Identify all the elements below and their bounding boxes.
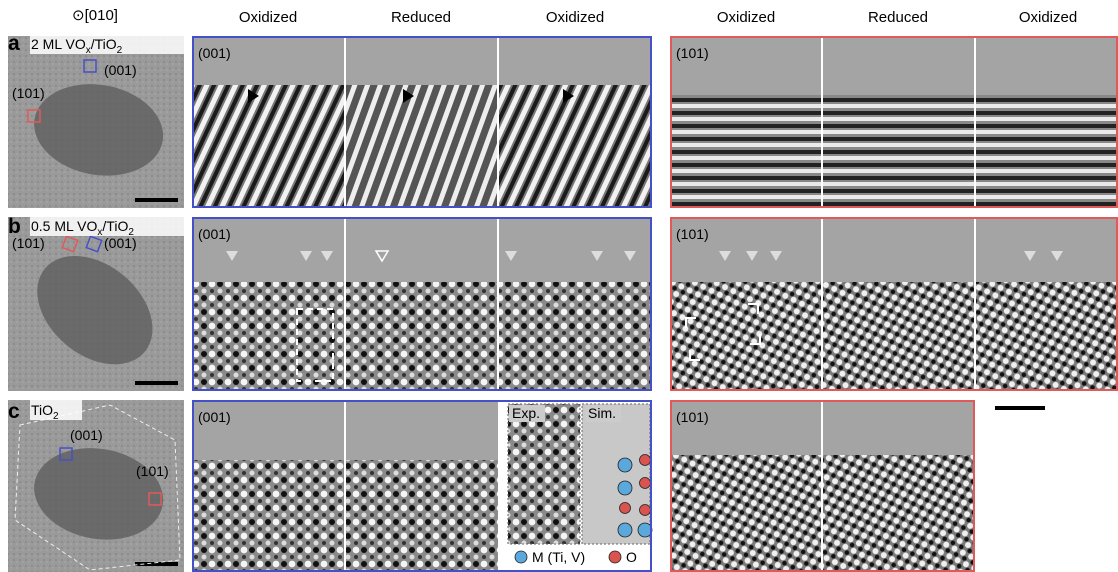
facet-label: (001)	[70, 427, 103, 443]
vacuum	[345, 36, 498, 85]
atom	[618, 523, 632, 537]
inset-label: Exp.	[512, 405, 540, 421]
atom	[640, 505, 651, 516]
lattice	[192, 282, 345, 391]
lattice	[975, 282, 1118, 391]
lattice	[670, 455, 822, 572]
vacuum	[498, 217, 652, 282]
lattice	[975, 95, 1118, 208]
facet-label: (001)	[198, 45, 231, 61]
atom	[640, 455, 651, 466]
vacuum	[975, 36, 1118, 95]
lattice	[822, 95, 975, 208]
lattice	[670, 282, 822, 391]
facet-label: (001)	[198, 226, 231, 242]
lattice	[345, 85, 498, 208]
header: Oxidized	[1019, 9, 1077, 26]
facet-label: (101)	[12, 85, 45, 101]
lattice	[498, 85, 652, 208]
lattice	[345, 460, 498, 572]
vacuum	[498, 36, 652, 85]
panels	[8, 36, 1118, 572]
lattice	[192, 85, 345, 208]
legend-label: M (Ti, V)	[532, 549, 585, 565]
lattice	[822, 455, 975, 572]
facet-label: (001)	[198, 409, 231, 425]
panel-letter: c	[8, 400, 20, 423]
inset-sim	[582, 404, 650, 544]
vacuum	[345, 217, 498, 282]
figure: ⊙[010] Oxidized Reduced Oxidized Oxidize…	[0, 0, 1118, 572]
header: Oxidized	[239, 9, 297, 26]
legend-label: O	[626, 549, 637, 565]
lattice	[670, 95, 822, 208]
atom	[620, 503, 631, 514]
atom	[618, 458, 632, 472]
header: Oxidized	[546, 9, 604, 26]
facet-label: (001)	[104, 62, 137, 78]
panel-letter: a	[8, 32, 20, 55]
inset-exp	[508, 404, 580, 544]
lattice	[345, 282, 498, 391]
facet-label: (101)	[12, 235, 45, 251]
facet-label: (101)	[136, 463, 169, 479]
atom	[638, 523, 652, 537]
vacuum	[975, 217, 1118, 282]
header: Reduced	[868, 9, 928, 26]
facet-label: (001)	[104, 235, 137, 251]
vacuum	[822, 400, 975, 455]
header: Oxidized	[717, 9, 775, 26]
header: Reduced	[391, 9, 451, 26]
facet-label: (101)	[676, 409, 709, 425]
atom	[640, 478, 651, 489]
facet-label: (101)	[676, 226, 709, 242]
lattice	[822, 282, 975, 391]
inset-label: Sim.	[588, 405, 616, 421]
header: ⊙[010]	[72, 7, 118, 24]
atom	[618, 481, 632, 495]
legend-icon	[515, 551, 527, 563]
vacuum	[345, 400, 498, 460]
lattice	[192, 460, 345, 572]
lattice	[498, 282, 652, 391]
vacuum	[822, 36, 975, 95]
vacuum	[822, 217, 975, 282]
facet-label: (101)	[676, 45, 709, 61]
legend-icon	[609, 551, 621, 563]
